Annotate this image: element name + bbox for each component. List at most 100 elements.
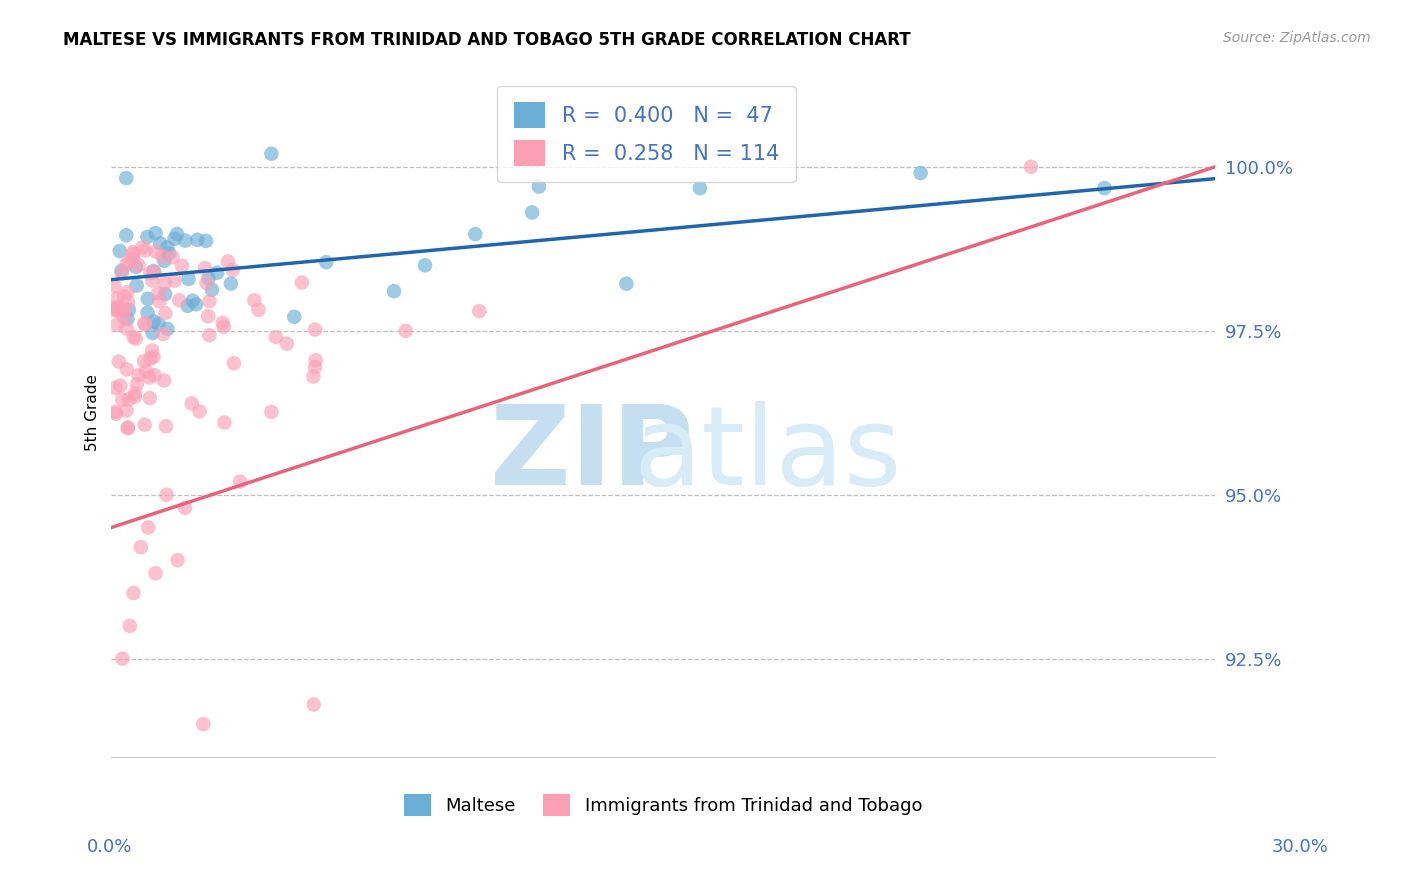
Point (188, 404, 211, 418)
Point (111, 651, 134, 665)
Point (157, 246, 180, 260)
Point (153, 253, 176, 268)
Point (219, 277, 242, 291)
Point (148, 317, 170, 331)
Point (302, 369, 325, 384)
Point (108, 244, 131, 258)
Point (180, 396, 202, 410)
Point (110, 264, 132, 278)
Point (614, 277, 637, 291)
Point (112, 289, 135, 303)
Point (139, 266, 162, 280)
Point (170, 259, 193, 273)
Point (115, 228, 138, 243)
Point (105, 318, 128, 332)
Point (152, 250, 174, 264)
Point (174, 234, 197, 248)
Point (136, 230, 159, 244)
Point (315, 255, 337, 269)
Point (138, 370, 160, 384)
Point (122, 245, 145, 260)
Point (136, 520, 159, 534)
Point (413, 258, 436, 272)
Point (145, 244, 167, 259)
Point (149, 236, 172, 251)
Point (135, 364, 157, 378)
Point (124, 390, 146, 404)
Point (201, 283, 224, 297)
Point (229, 475, 252, 489)
Point (198, 294, 221, 309)
Legend: Maltese, Immigrants from Trinidad and Tobago: Maltese, Immigrants from Trinidad and To… (396, 787, 929, 823)
Point (283, 310, 305, 324)
Point (177, 272, 200, 286)
Point (139, 391, 162, 405)
Point (142, 314, 165, 328)
Point (115, 171, 138, 186)
Text: Source: ZipAtlas.com: Source: ZipAtlas.com (1223, 31, 1371, 45)
Point (468, 304, 491, 318)
Point (302, 698, 325, 712)
Point (125, 377, 148, 392)
Point (142, 350, 165, 364)
Point (167, 293, 190, 308)
Point (186, 233, 208, 247)
Point (195, 276, 218, 290)
Point (142, 326, 165, 340)
Point (143, 266, 166, 280)
Point (166, 227, 188, 241)
Point (104, 405, 127, 419)
Point (136, 306, 159, 320)
Text: 0.0%: 0.0% (87, 838, 132, 856)
Point (117, 295, 139, 310)
Point (132, 354, 155, 368)
Point (105, 301, 128, 315)
Point (136, 292, 159, 306)
Point (194, 261, 217, 276)
Point (134, 417, 156, 432)
Point (107, 302, 129, 317)
Point (105, 292, 128, 306)
Point (117, 421, 139, 435)
Point (214, 416, 236, 430)
Point (145, 566, 167, 581)
Point (122, 247, 145, 261)
Point (124, 386, 146, 401)
Point (143, 368, 166, 383)
Text: 30.0%: 30.0% (1272, 838, 1329, 856)
Point (181, 293, 204, 308)
Point (222, 356, 245, 370)
Point (117, 312, 139, 326)
Point (117, 285, 139, 299)
Point (139, 351, 162, 366)
Point (1094, 181, 1116, 195)
Point (128, 258, 150, 272)
Text: MALTESE VS IMMIGRANTS FROM TRINIDAD AND TOBAGO 5TH GRADE CORRELATION CHART: MALTESE VS IMMIGRANTS FROM TRINIDAD AND … (63, 31, 911, 49)
Point (193, 717, 215, 731)
Point (125, 332, 148, 346)
Point (115, 362, 138, 376)
Point (104, 381, 127, 395)
Point (198, 328, 221, 343)
Point (520, 205, 543, 219)
Point (205, 266, 228, 280)
Point (304, 353, 326, 368)
Point (464, 227, 486, 242)
Point (128, 368, 150, 382)
Point (108, 354, 131, 368)
Point (108, 301, 131, 316)
Point (115, 321, 138, 335)
Point (291, 276, 314, 290)
Point (163, 274, 186, 288)
Point (155, 419, 177, 434)
Point (689, 181, 711, 195)
Point (118, 619, 141, 633)
Point (111, 392, 134, 407)
Point (304, 360, 326, 375)
Point (155, 488, 177, 502)
Point (112, 310, 135, 325)
Point (195, 234, 218, 248)
Point (247, 302, 270, 317)
Point (118, 254, 141, 268)
Point (148, 294, 170, 309)
